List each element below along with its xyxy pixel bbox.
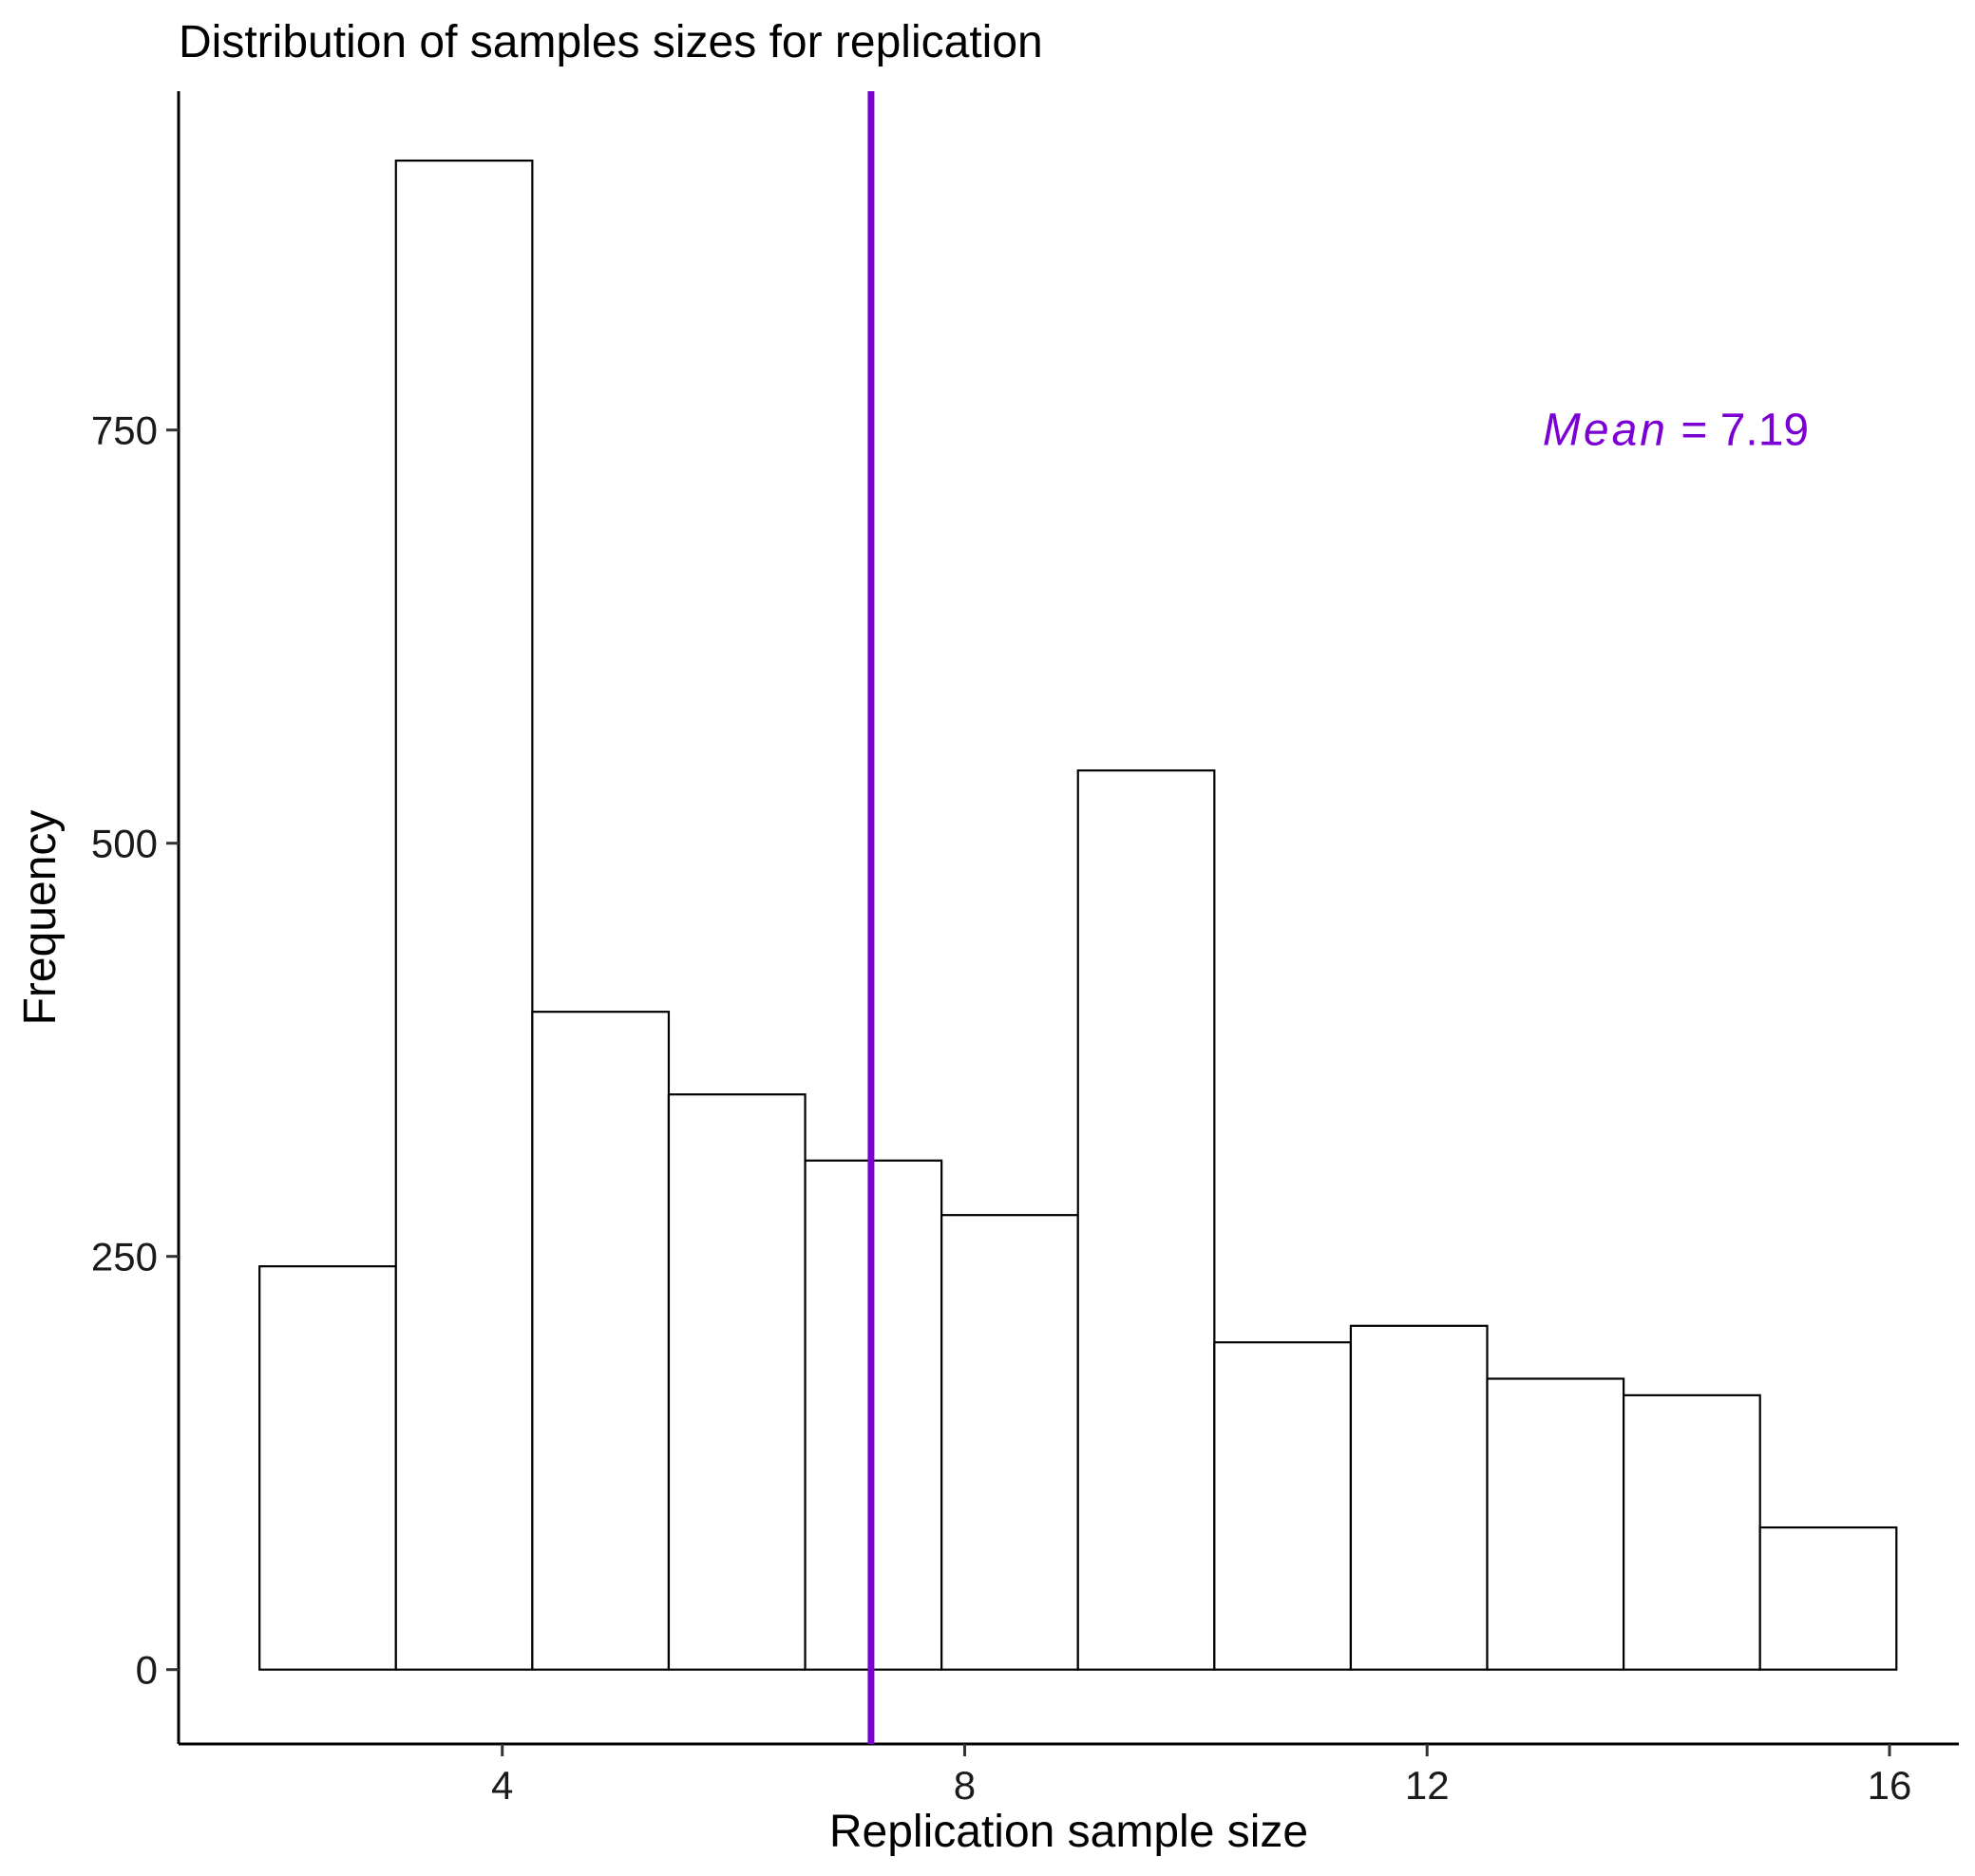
y-tick-label-500: 500 <box>91 822 158 866</box>
histogram-bar-2 <box>394 159 534 1671</box>
x-axis-title: Replication sample size <box>829 1807 1308 1857</box>
mean-annotation: Mean = 7.19 <box>1543 406 1809 456</box>
x-tick-label-8: 8 <box>954 1763 976 1808</box>
mean-annotation-value: = 7.19 <box>1668 406 1809 456</box>
y-tick-label-250: 250 <box>91 1235 158 1279</box>
histogram-bar-1 <box>258 1265 397 1671</box>
x-tick-label-4: 4 <box>491 1763 513 1808</box>
histogram-bar-3 <box>531 1011 671 1671</box>
histogram-bars <box>258 159 1898 1671</box>
x-tick-label-12: 12 <box>1405 1763 1450 1808</box>
histogram-bar-12 <box>1758 1525 1898 1671</box>
histogram-bar-10 <box>1486 1377 1625 1671</box>
chart-title: Distribution of samples sizes for replic… <box>179 17 1043 67</box>
axis-ticks: 4 8 12 16 0 250 500 750 <box>91 408 1911 1808</box>
mean-annotation-italic: Mean <box>1543 406 1668 456</box>
axes <box>177 91 1959 1746</box>
y-tick-label-0: 0 <box>136 1648 158 1693</box>
histogram-bar-4 <box>667 1093 807 1671</box>
histogram-bar-7 <box>1076 769 1216 1671</box>
histogram-bar-8 <box>1213 1341 1353 1671</box>
histogram-bar-11 <box>1623 1393 1761 1671</box>
y-tick-label-750: 750 <box>91 408 158 453</box>
x-tick-label-16: 16 <box>1868 1763 1912 1808</box>
histogram-bar-6 <box>940 1214 1079 1671</box>
y-axis-title: Frequency <box>15 810 66 1026</box>
histogram-bar-9 <box>1349 1324 1489 1671</box>
